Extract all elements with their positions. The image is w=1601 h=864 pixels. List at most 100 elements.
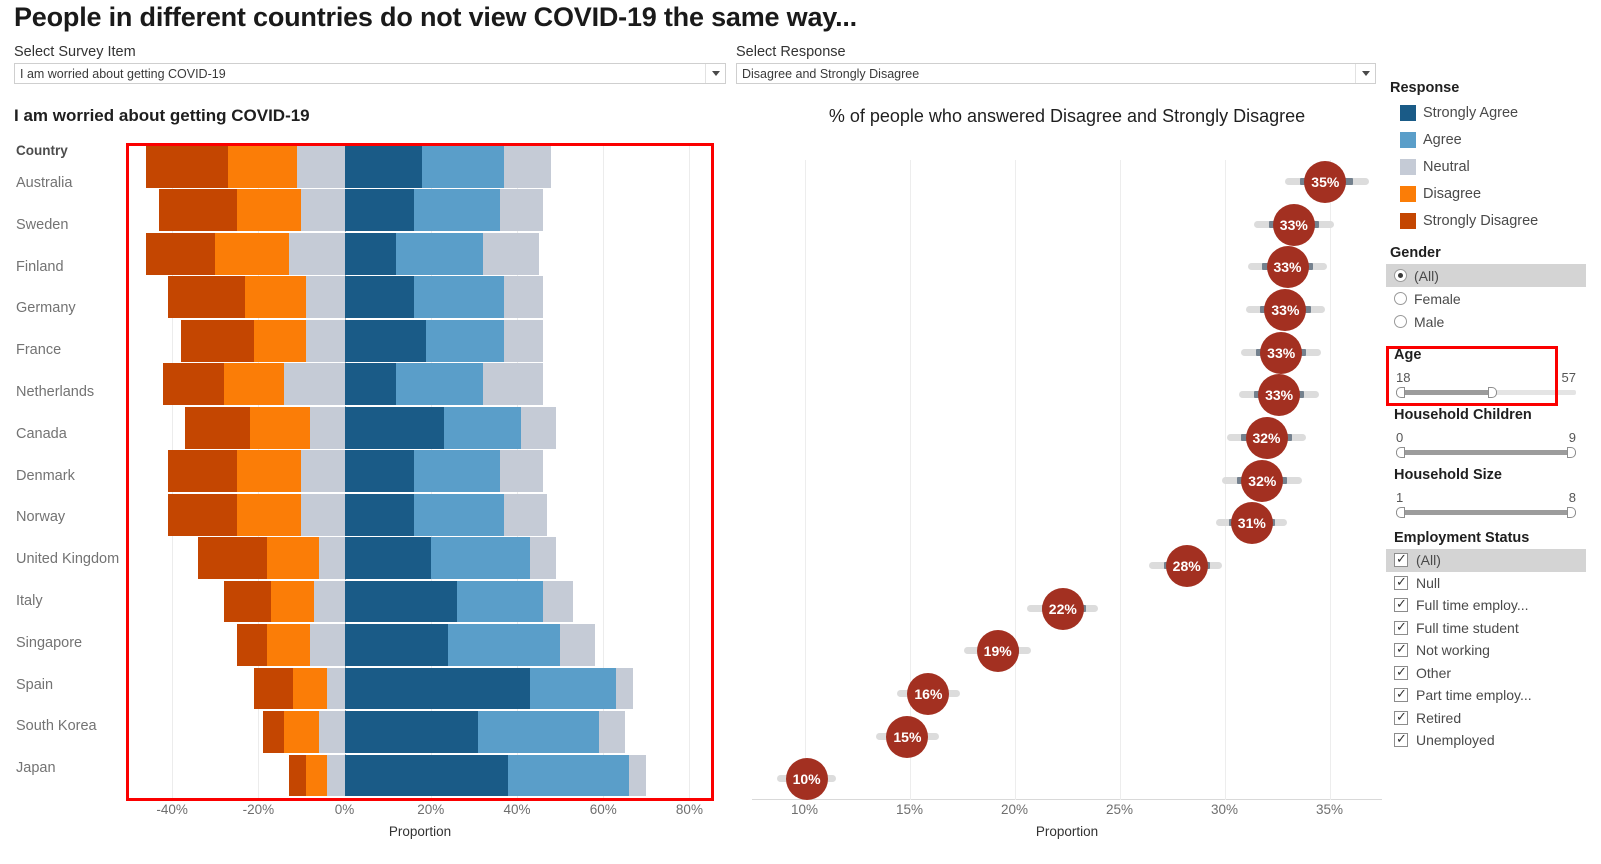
dot-plot-row[interactable]: 28% [752, 544, 1382, 587]
checkbox-icon[interactable] [1394, 641, 1408, 658]
bar-segment[interactable] [426, 319, 505, 362]
legend-item[interactable]: Strongly Agree [1386, 99, 1586, 126]
bar-segment[interactable] [249, 406, 311, 449]
checkbox-icon[interactable] [1394, 596, 1408, 613]
bar-segment[interactable] [344, 537, 431, 579]
country-label[interactable]: Japan [16, 760, 56, 777]
bar-segment[interactable] [288, 232, 345, 275]
bar-segment[interactable] [146, 232, 216, 275]
country-label[interactable]: Singapore [16, 634, 83, 651]
country-label[interactable]: Australia [16, 175, 73, 191]
dot-plot-row[interactable]: 33% [752, 245, 1382, 289]
bar-segment[interactable] [422, 146, 505, 188]
data-point-marker[interactable]: 15% [886, 715, 929, 758]
checkbox-icon[interactable] [1394, 619, 1408, 635]
employment-status-option[interactable]: (All) [1386, 549, 1586, 572]
bar-segment[interactable] [629, 754, 647, 797]
response-dropdown[interactable]: Disagree and Strongly Disagree [736, 63, 1376, 84]
bar-segment[interactable] [344, 624, 448, 666]
bar-segment[interactable] [167, 450, 237, 493]
bar-segment[interactable] [616, 667, 634, 710]
dot-plot-row[interactable]: 15% [752, 715, 1382, 758]
bar-segment[interactable] [504, 146, 552, 188]
country-label[interactable]: United Kingdom [16, 551, 120, 568]
bar-segment[interactable] [301, 493, 345, 536]
checkbox-icon[interactable] [1394, 551, 1408, 568]
bar-segment[interactable] [344, 276, 414, 319]
checkbox-icon[interactable] [1394, 731, 1408, 748]
data-point-marker[interactable]: 33% [1260, 331, 1303, 374]
data-point-marker[interactable]: 32% [1241, 459, 1284, 502]
bar-segment[interactable] [344, 189, 414, 232]
dot-plot-row[interactable]: 35% [752, 160, 1382, 203]
employment-status-option[interactable]: Full time student [1386, 617, 1586, 640]
bar-segment[interactable] [159, 189, 237, 232]
country-label[interactable]: Norway [16, 509, 66, 526]
checkbox-icon[interactable] [1394, 709, 1408, 725]
bar-segment[interactable] [236, 493, 302, 536]
bar-segment[interactable] [266, 537, 319, 579]
data-point-marker[interactable]: 33% [1272, 203, 1315, 246]
dot-plot-row[interactable]: 22% [752, 587, 1382, 630]
country-label[interactable]: Germany [16, 300, 76, 317]
bar-segment[interactable] [301, 189, 345, 232]
bar-segment[interactable] [310, 624, 345, 666]
bar-segment[interactable] [344, 450, 414, 493]
bar-segment[interactable] [327, 754, 345, 797]
survey-item-value[interactable]: I am worried about getting COVID-19 [20, 67, 226, 81]
bar-segment[interactable] [310, 406, 345, 449]
household-size-upper-handle[interactable] [1567, 507, 1576, 518]
bar-segment[interactable] [344, 493, 414, 536]
country-label[interactable]: South Korea [16, 718, 97, 735]
bar-segment[interactable] [185, 406, 250, 449]
bar-segment[interactable] [254, 667, 293, 710]
data-point-marker[interactable]: 33% [1266, 246, 1309, 289]
diverging-bar-row[interactable] [129, 146, 711, 188]
bar-segment[interactable] [245, 276, 306, 319]
data-point-marker[interactable]: 10% [785, 758, 828, 801]
employment-status-option[interactable]: Part time employ... [1386, 684, 1586, 707]
age-upper-handle[interactable] [1487, 387, 1497, 398]
bar-segment[interactable] [236, 450, 302, 493]
bar-segment[interactable] [413, 189, 500, 232]
bar-segment[interactable] [228, 146, 298, 188]
employment-status-option[interactable]: Null [1386, 572, 1586, 595]
diverging-bar-row[interactable] [129, 232, 711, 275]
bar-segment[interactable] [271, 580, 315, 623]
bar-segment[interactable] [318, 711, 345, 753]
bar-segment[interactable] [430, 537, 530, 579]
diverging-bar-row[interactable] [129, 319, 711, 362]
bar-segment[interactable] [344, 363, 397, 406]
diverging-bar-row[interactable] [129, 276, 711, 319]
bar-segment[interactable] [236, 624, 267, 666]
dot-plot-row[interactable]: 32% [752, 459, 1382, 502]
dot-plot-row[interactable]: 31% [752, 501, 1382, 545]
diverging-bar-row[interactable] [129, 624, 711, 666]
bar-segment[interactable] [167, 276, 246, 319]
bar-segment[interactable] [396, 363, 483, 406]
gender-option[interactable]: (All) [1386, 264, 1586, 287]
diverging-bar-row[interactable] [129, 580, 711, 623]
bar-segment[interactable] [318, 537, 345, 579]
dot-plot-row[interactable]: 16% [752, 672, 1382, 715]
country-label[interactable]: Denmark [16, 467, 75, 484]
data-point-marker[interactable]: 35% [1304, 161, 1347, 203]
bar-segment[interactable] [521, 406, 556, 449]
bar-segment[interactable] [297, 146, 345, 188]
data-point-marker[interactable]: 31% [1230, 502, 1273, 545]
diverging-bar-row[interactable] [129, 189, 711, 232]
bar-segment[interactable] [482, 232, 539, 275]
dot-plot-row[interactable]: 32% [752, 416, 1382, 459]
household-children-range-slider[interactable] [1396, 446, 1576, 458]
bar-segment[interactable] [504, 493, 548, 536]
household-children-upper-handle[interactable] [1567, 447, 1576, 458]
employment-status-option[interactable]: Other [1386, 662, 1586, 685]
bar-segment[interactable] [396, 232, 483, 275]
dot-plot-row[interactable]: 33% [752, 288, 1382, 331]
survey-item-dropdown[interactable]: I am worried about getting COVID-19 [14, 63, 726, 84]
dot-plot-row[interactable]: 33% [752, 203, 1382, 246]
gender-option[interactable]: Male [1386, 310, 1586, 333]
household-size-lower-handle[interactable] [1396, 507, 1405, 518]
bar-segment[interactable] [254, 319, 306, 362]
bar-segment[interactable] [504, 276, 543, 319]
